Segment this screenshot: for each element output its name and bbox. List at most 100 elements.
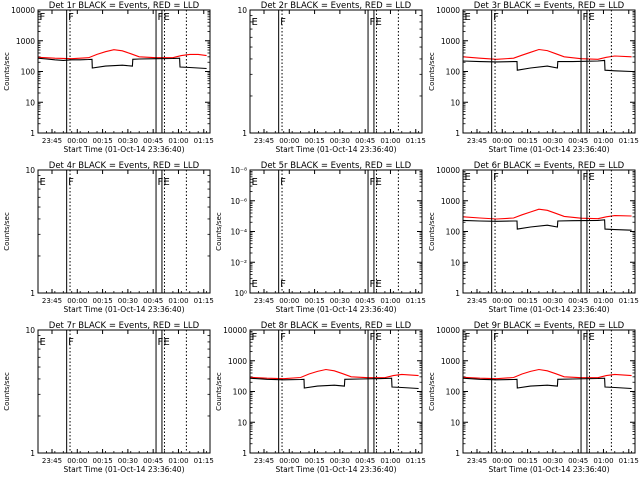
x-axis-label: Start Time (01-Oct-14 23:36:40) (63, 145, 184, 154)
flag-label: E (252, 17, 258, 28)
y-tick-label: 1 (30, 449, 35, 458)
series-lld (249, 368, 419, 380)
series-lld (462, 368, 632, 380)
y-axis-label: Counts/sec (3, 52, 11, 91)
x-tick-label: 00:30 (330, 297, 350, 305)
y-tick-label: 1000 (441, 37, 460, 46)
panel-title: Det 4r BLACK = Events, RED = LLD (49, 161, 200, 171)
plot-frame (249, 9, 423, 134)
flag-label: F (493, 12, 499, 23)
y-tick-label: 10 (25, 98, 35, 107)
y-tick-label: 1 (455, 129, 460, 138)
y-axis-label: Counts/sec (215, 372, 223, 411)
y-tick-label: 10 (25, 166, 35, 175)
flag-label: F (40, 12, 46, 23)
y-tick-label: 1000 (228, 357, 247, 366)
x-tick-label: 00:00 (67, 457, 87, 465)
x-tick-label: 00:45 (568, 297, 588, 305)
y-tick-label: 100 (233, 388, 248, 397)
x-tick-label: 00:00 (492, 297, 512, 305)
panel-title: Det 1r BLACK = Events, RED = LLD (49, 1, 200, 11)
x-tick-label: 00:30 (118, 457, 138, 465)
flag-label: F (370, 279, 376, 290)
x-tick-label: 01:15 (194, 297, 214, 305)
panel-3: Det 3r BLACK = Events, RED = LLD Counts/s… (428, 1, 639, 154)
x-tick-label: 01:15 (194, 137, 214, 145)
x-tick-label: 01:15 (406, 297, 426, 305)
plot-frame (37, 329, 211, 454)
y-tick-label: 10000 (11, 6, 35, 15)
x-axis-label: Start Time (01-Oct-14 23:36:40) (488, 465, 609, 474)
x-tick-label: 00:00 (492, 457, 512, 465)
flag-label: E (163, 12, 169, 23)
flag-label: E (375, 177, 381, 188)
x-tick-label: 00:00 (279, 457, 299, 465)
y-axis-label: Counts/sec (3, 212, 11, 251)
y-axis-label: Counts/sec (428, 372, 436, 411)
x-tick-label: 00:45 (355, 457, 375, 465)
panel-2: Det 2r BLACK = Events, RED = LLD 1 10 23:45… (237, 1, 425, 154)
flag-label: F (280, 17, 286, 28)
panel-title: Det 7r BLACK = Events, RED = LLD (49, 321, 200, 331)
y-tick-label: 10000 (223, 326, 247, 335)
plot-frame (462, 169, 636, 294)
x-tick-label: 23:45 (254, 297, 274, 305)
x-tick-label: 00:00 (279, 137, 299, 145)
x-tick-label: 01:00 (168, 137, 188, 145)
y-tick-label: 10⁻⁶ (230, 197, 247, 206)
x-axis-label: Start Time (01-Oct-14 23:36:40) (63, 465, 184, 474)
x-tick-label: 00:15 (304, 137, 324, 145)
x-tick-label: 23:45 (42, 297, 62, 305)
flag-label: E (375, 17, 381, 28)
flag-label: E (163, 337, 169, 348)
y-tick-label: 10 (237, 418, 247, 427)
x-tick-label: 00:15 (517, 137, 537, 145)
x-tick-label: 01:00 (593, 457, 613, 465)
panel-9: Det 9r BLACK = Events, RED = LLD Counts/s… (428, 321, 639, 474)
x-tick-label: 00:45 (143, 457, 163, 465)
panel-5: Det 5r BLACK = Events, RED = LLD Counts/s… (215, 161, 426, 314)
flag-label: E (465, 172, 471, 183)
flag-label: F (280, 177, 286, 188)
y-tick-label: 10⁻² (230, 258, 247, 267)
y-tick-label: 100 (446, 68, 461, 77)
x-tick-label: 01:15 (619, 457, 639, 465)
y-tick-label: 10 (25, 326, 35, 335)
panel-title: Det 2r BLACK = Events, RED = LLD (261, 1, 412, 11)
y-tick-label: 10 (450, 258, 460, 267)
x-tick-label: 00:15 (304, 457, 324, 465)
x-tick-label: 00:15 (92, 137, 112, 145)
flag-label: E (40, 337, 46, 348)
y-tick-label: 100 (446, 228, 461, 237)
flag-label: F (583, 172, 589, 183)
x-axis-label: Start Time (01-Oct-14 23:36:40) (63, 305, 184, 314)
x-tick-label: 01:00 (168, 297, 188, 305)
y-tick-label: 100 (446, 388, 461, 397)
flag-label: E (252, 177, 258, 188)
y-tick-label: 100 (21, 68, 36, 77)
x-tick-label: 00:30 (330, 457, 350, 465)
flag-label: E (163, 177, 169, 188)
series-events (462, 219, 632, 231)
flag-label: E (375, 332, 381, 343)
x-tick-label: 00:30 (543, 457, 563, 465)
panel-8: Det 8r BLACK = Events, RED = LLD Counts/s… (215, 321, 426, 474)
x-tick-label: 23:45 (467, 457, 487, 465)
x-tick-label: 00:30 (543, 297, 563, 305)
y-tick-label: 10⁰ (234, 289, 247, 298)
x-tick-label: 01:00 (380, 297, 400, 305)
y-tick-label: 10⁻⁴ (230, 228, 247, 237)
x-tick-label: 00:30 (118, 137, 138, 145)
x-axis-label: Start Time (01-Oct-14 23:36:40) (488, 305, 609, 314)
flag-label: F (370, 17, 376, 28)
panel-title: Det 3r BLACK = Events, RED = LLD (474, 1, 625, 11)
x-tick-label: 23:45 (254, 137, 274, 145)
plot-frame (37, 169, 211, 294)
x-tick-label: 00:15 (92, 297, 112, 305)
x-tick-label: 00:15 (517, 457, 537, 465)
y-tick-label: 1000 (16, 37, 35, 46)
y-tick-label: 1000 (441, 357, 460, 366)
flag-label: F (280, 332, 286, 343)
y-tick-label: 1000 (441, 197, 460, 206)
